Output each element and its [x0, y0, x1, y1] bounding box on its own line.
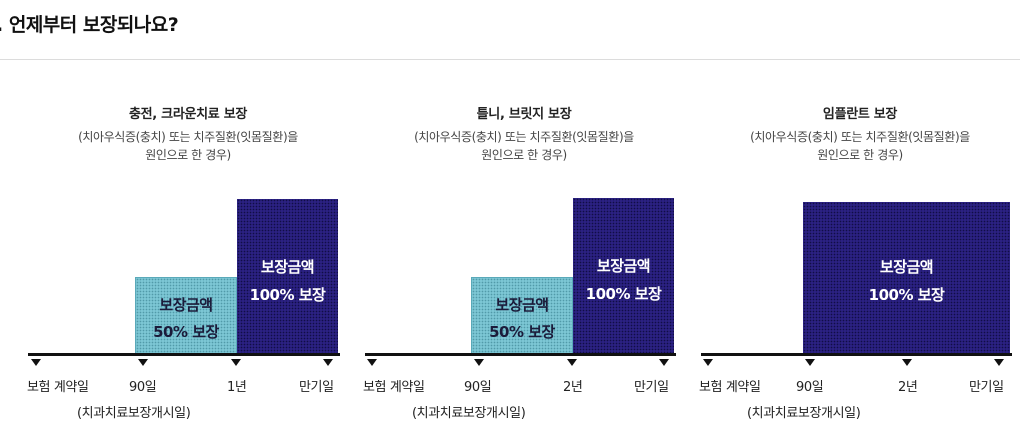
bar-label: 보장금액 [596, 257, 651, 275]
bar-label: 보장금액 [495, 296, 549, 314]
tick-label-year: 2년 [563, 380, 583, 395]
coverage-bar-50: 보장금액 50% 보장 [471, 277, 573, 355]
timeline-marker-icon [703, 359, 713, 366]
panel-subtitle: (치아우식증(충치) 또는 치주질환(잇몸질환)을 [750, 130, 970, 144]
tick-label-90days: 90일 [129, 380, 157, 395]
bar-label: 50% 보장 [489, 323, 555, 341]
coverage-panel-denture: 틀니, 브릿지 보장 (치아우식증(충치) 또는 치주질환(잇몸질환)을 원인으… [336, 0, 676, 442]
section-heading: . 언제부터 보장되나요? [0, 14, 179, 36]
bar-label: 보장금액 [879, 258, 934, 276]
section-divider [0, 59, 1020, 60]
timeline-marker-icon [567, 359, 577, 366]
panel-title: 충전, 크라운치료 보장 [128, 107, 248, 122]
timeline-marker-icon [367, 359, 377, 366]
bar-label: 보장금액 [260, 258, 315, 276]
tick-label-90days: 90일 [464, 380, 492, 395]
tick-label-maturity: 만기일 [969, 380, 1004, 395]
coverage-bar-100: 보장금액 100% 보장 [803, 202, 1010, 355]
timeline-marker-icon [231, 359, 241, 366]
tick-note: (치과치료보장개시일) [77, 406, 191, 421]
coverage-bar-50: 보장금액 50% 보장 [135, 277, 237, 355]
panel-subtitle: 원인으로 한 경우) [817, 148, 903, 162]
bar-label: 100% 보장 [868, 286, 945, 304]
tick-note: (치과치료보장개시일) [412, 406, 526, 421]
tick-note: (치과치료보장개시일) [747, 406, 861, 421]
tick-label-start: 보험 계약일 [699, 380, 761, 395]
panel-subtitle: 원인으로 한 경우) [145, 148, 231, 162]
tick-label-maturity: 만기일 [299, 380, 334, 395]
coverage-panel-implant: 임플란트 보장 (치아우식증(충치) 또는 치주질환(잇몸질환)을 원인으로 한… [672, 0, 1012, 442]
tick-label-start: 보험 계약일 [363, 380, 425, 395]
timeline-marker-icon [31, 359, 41, 366]
timeline-marker-icon [474, 359, 484, 366]
tick-label-year: 2년 [898, 380, 918, 395]
timeline-marker-icon [138, 359, 148, 366]
panel-title: 임플란트 보장 [822, 107, 898, 122]
bar-label: 보장금액 [159, 296, 213, 314]
bar-label: 50% 보장 [153, 323, 219, 341]
panel-subtitle: (치아우식증(충치) 또는 치주질환(잇몸질환)을 [78, 130, 298, 144]
panel-title: 틀니, 브릿지 보장 [476, 107, 572, 122]
coverage-bar-100: 보장금액 100% 보장 [573, 198, 674, 355]
bar-label: 100% 보장 [249, 286, 326, 304]
timeline-marker-icon [994, 359, 1004, 366]
panel-subtitle: (치아우식증(충치) 또는 치주질환(잇몸질환)을 [414, 130, 634, 144]
coverage-panel-crown: 충전, 크라운치료 보장 (치아우식증(충치) 또는 치주질환(잇몸질환)을 원… [0, 0, 340, 442]
panel-subtitle: 원인으로 한 경우) [481, 148, 567, 162]
coverage-bar-100: 보장금액 100% 보장 [237, 199, 338, 355]
tick-label-90days: 90일 [796, 380, 824, 395]
timeline-axis [28, 353, 340, 356]
timeline-axis [365, 353, 676, 356]
timeline-marker-icon [805, 359, 815, 366]
tick-label-start: 보험 계약일 [27, 380, 89, 395]
tick-label-year: 1년 [227, 380, 247, 395]
bar-label: 100% 보장 [585, 285, 662, 303]
timeline-marker-icon [902, 359, 912, 366]
timeline-marker-icon [323, 359, 333, 366]
timeline-marker-icon [659, 359, 669, 366]
tick-label-maturity: 만기일 [634, 380, 669, 395]
timeline-axis [701, 353, 1012, 356]
